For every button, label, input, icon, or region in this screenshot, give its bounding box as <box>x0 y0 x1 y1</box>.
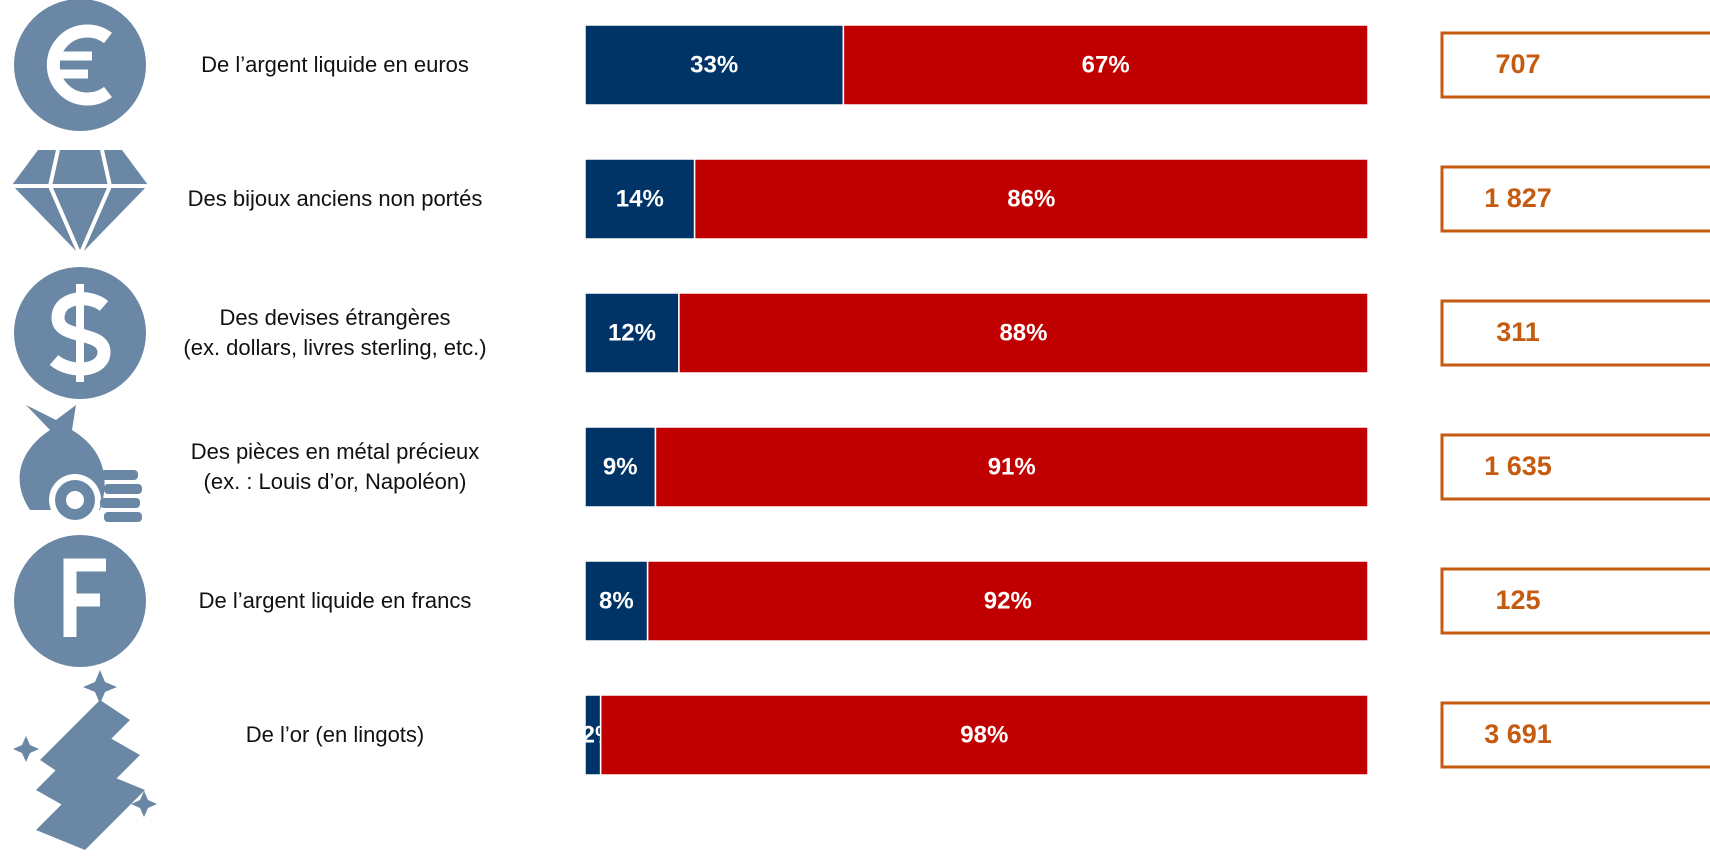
bar-segment <box>599 694 1369 776</box>
bar-segment <box>654 426 1369 508</box>
value-label: 67% <box>1082 51 1130 78</box>
gold-bars-icon <box>13 670 157 850</box>
value-label: 88% <box>999 319 1047 346</box>
count-box <box>1440 567 1710 635</box>
value-label: 33% <box>690 51 738 78</box>
category-label: De l’or (en lingots) <box>245 722 425 747</box>
count-label: 1 635 <box>1484 451 1552 481</box>
value-label: 98% <box>960 721 1008 748</box>
bar-segment <box>646 560 1369 642</box>
count-label: 125 <box>1495 585 1540 615</box>
category-label: Des bijoux anciens non portés <box>187 186 483 211</box>
value-label: 12% <box>608 319 656 346</box>
bar-segment <box>584 292 680 374</box>
value-label: 14% <box>616 185 664 212</box>
bar-segment <box>584 560 649 642</box>
count-box <box>1440 701 1710 769</box>
bar-segment <box>584 158 696 240</box>
bar-segment <box>678 292 1369 374</box>
value-label: 8% <box>599 587 634 614</box>
value-label: 9% <box>603 453 638 480</box>
franc-icon <box>14 535 146 667</box>
category-label: Des devises étrangères (ex. dollars, liv… <box>183 305 487 360</box>
bar-segment <box>584 426 657 508</box>
diamond-icon <box>12 149 148 261</box>
count-label: 3 691 <box>1484 719 1552 749</box>
count-box <box>1440 165 1710 233</box>
count-box <box>1440 433 1710 501</box>
euro-icon <box>14 0 146 131</box>
coins-icon <box>19 405 142 526</box>
dollar-icon <box>14 267 146 399</box>
count-box <box>1440 31 1710 99</box>
count-box <box>1440 299 1710 367</box>
category-label: De l’argent liquide en euros <box>201 52 469 77</box>
category-label: De l’argent liquide en francs <box>198 588 472 613</box>
count-label: 311 <box>1496 317 1540 347</box>
bar-segment <box>584 24 845 106</box>
value-label: 92% <box>984 587 1032 614</box>
bar-segment <box>693 158 1369 240</box>
count-label: 707 <box>1495 49 1540 79</box>
value-label: 86% <box>1007 185 1055 212</box>
bar-segment <box>842 24 1369 106</box>
count-label: 1 827 <box>1484 183 1552 213</box>
icons <box>12 0 157 850</box>
value-label: 91% <box>988 453 1036 480</box>
category-label: Des pièces en métal précieux (ex. : Loui… <box>190 439 480 494</box>
